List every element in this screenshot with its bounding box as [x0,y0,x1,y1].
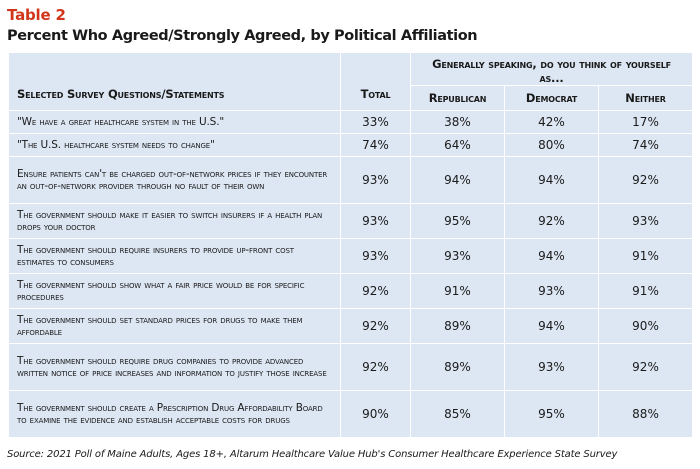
statement-cell: The government should show what a fair p… [8,273,341,309]
affiliation-group-header: Generally speaking, do you think of your… [409,52,694,86]
neither-cell: 92% [597,343,694,391]
democrat-cell: 94% [504,238,599,274]
democrat-cell: 94% [504,156,599,204]
republican-cell: 64% [410,133,505,157]
republican-cell: 38% [410,110,505,134]
neither-cell: 17% [597,110,694,134]
table-row: "We have a great healthcare system in th… [8,110,694,134]
democrat-cell: 93% [504,273,599,309]
total-column-header: Total [340,52,411,111]
statement-cell: "We have a great healthcare system in th… [8,110,341,134]
democrat-cell: 93% [504,343,599,391]
republican-cell: 94% [410,156,505,204]
statement-cell: The government should require insurers t… [8,238,341,274]
table-row: The government should make it easier to … [8,203,694,239]
table-row: "The U.S. healthcare system needs to cha… [8,133,694,157]
neither-column-header: Neither [597,85,694,111]
statement-cell: The government should require drug compa… [8,343,341,391]
republican-cell: 91% [410,273,505,309]
table-label: Table 2 [7,6,66,24]
republican-cell: 95% [410,203,505,239]
total-cell: 92% [340,273,411,309]
republican-cell: 89% [410,308,505,344]
total-cell: 93% [340,156,411,204]
neither-cell: 93% [597,203,694,239]
republican-cell: 85% [410,390,505,438]
table-row: The government should set standard price… [8,308,694,344]
republican-cell: 93% [410,238,505,274]
neither-cell: 74% [597,133,694,157]
header-row-parties: Republican Democrat Neither [9,85,694,111]
statement-cell: The government should create a Prescript… [8,390,341,438]
total-cell: 92% [340,308,411,344]
total-cell: 93% [340,238,411,274]
neither-cell: 88% [597,390,694,438]
table-row: The government should require drug compa… [8,343,694,391]
statement-cell: "The U.S. healthcare system needs to cha… [8,133,341,157]
democrat-cell: 42% [504,110,599,134]
republican-cell: 89% [410,343,505,391]
democrat-column-header: Democrat [504,85,599,111]
total-cell: 74% [340,133,411,157]
table-row: Ensure patients can't be charged out-of-… [8,156,694,204]
statement-cell: The government should make it easier to … [8,203,341,239]
table-row: The government should show what a fair p… [8,273,694,309]
neither-cell: 91% [597,238,694,274]
neither-cell: 91% [597,273,694,309]
source-note: Source: 2021 Poll of Maine Adults, Ages … [7,449,618,460]
table-row: The government should create a Prescript… [8,390,694,438]
total-cell: 90% [340,390,411,438]
republican-column-header: Republican [410,85,505,111]
total-cell: 92% [340,343,411,391]
table-row: The government should require insurers t… [8,238,694,274]
neither-cell: 90% [597,308,694,344]
total-cell: 33% [340,110,411,134]
democrat-cell: 80% [504,133,599,157]
question-column-header: Selected Survey Questions/Statements [8,52,341,111]
statement-cell: The government should set standard price… [8,308,341,344]
total-cell: 93% [340,203,411,239]
header-row-group: Selected Survey Questions/Statements Tot… [8,52,694,111]
statement-cell: Ensure patients can't be charged out-of-… [8,156,341,204]
neither-cell: 92% [597,156,694,204]
table-title: Percent Who Agreed/Strongly Agreed, by P… [7,28,478,44]
democrat-cell: 95% [504,390,599,438]
democrat-cell: 92% [504,203,599,239]
democrat-cell: 94% [504,308,599,344]
survey-table: Selected Survey Questions/Statements Tot… [8,52,694,438]
